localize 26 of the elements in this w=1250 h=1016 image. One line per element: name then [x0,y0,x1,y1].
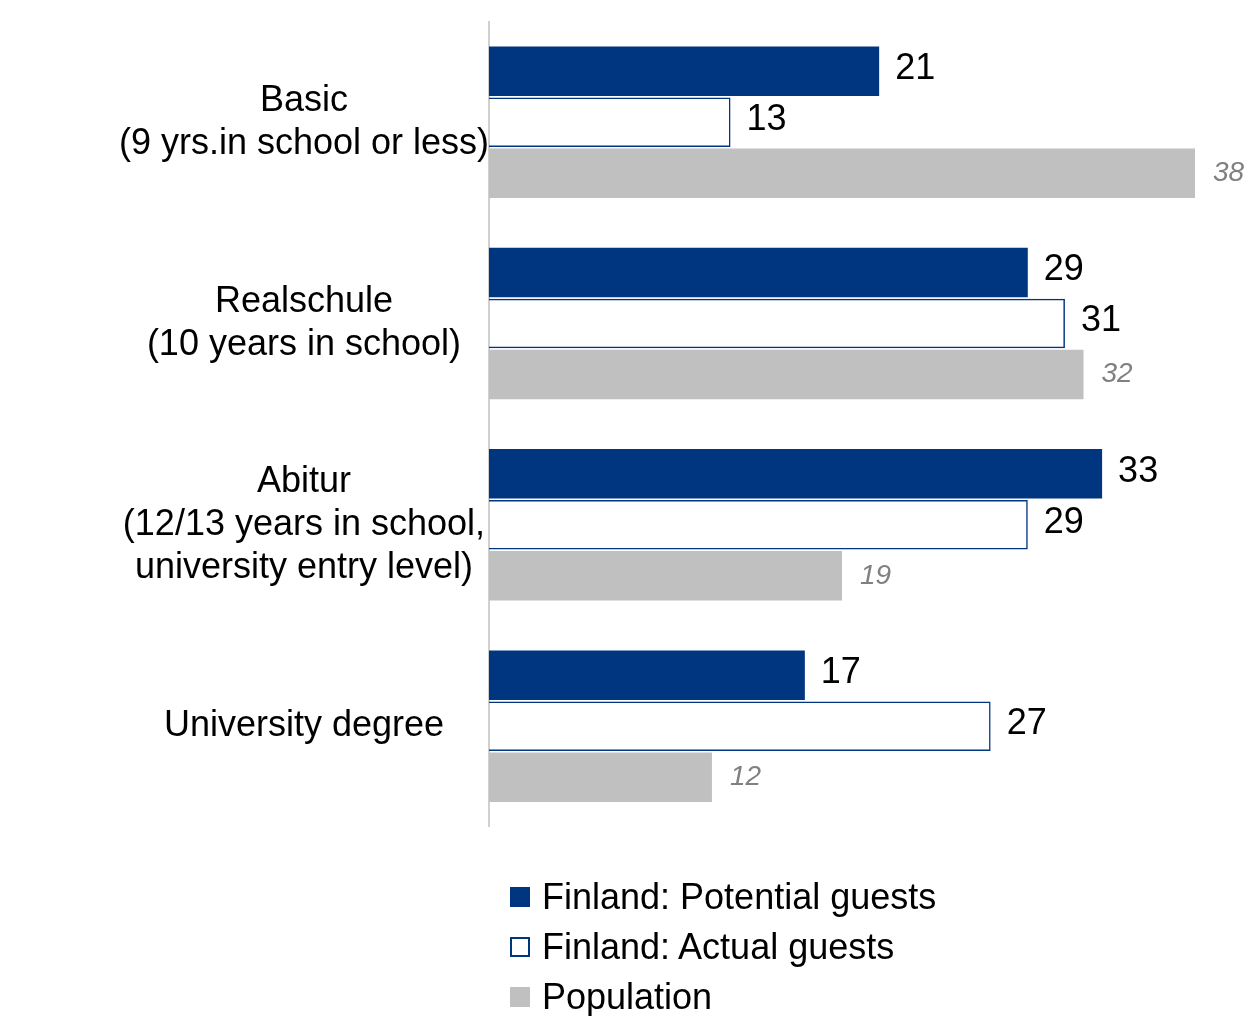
bar [489,752,712,802]
bar [489,349,1084,400]
legend-label: Finland: Actual guests [542,925,895,969]
data-label: 19 [860,558,892,590]
data-label: 17 [820,650,861,692]
legend-label: Population [542,975,713,1016]
bar [489,247,1028,298]
data-label: 13 [746,97,787,139]
bar [489,148,1195,198]
data-label: 29 [1043,247,1084,289]
bar [489,551,842,601]
y-tick-label: University degree [163,703,445,745]
bar [489,650,805,700]
data-label: 21 [895,46,936,88]
data-label: 27 [1006,701,1047,743]
y-tick-label: Abitur (12/13 years in school, university entry level) [122,458,486,586]
data-label: 29 [1043,499,1084,541]
y-tick-label: Realschule (10 years in school) [146,278,462,364]
data-label: 32 [1101,357,1134,389]
legend-label: Finland: Potential guests [542,875,937,919]
data-label: 31 [1080,298,1121,340]
bar [489,46,880,96]
data-label: 33 [1118,448,1159,490]
data-label: 12 [729,759,762,791]
data-label: 38 [1213,156,1245,188]
y-tick-label: Basic (9 yrs.in school or less) [118,77,489,162]
